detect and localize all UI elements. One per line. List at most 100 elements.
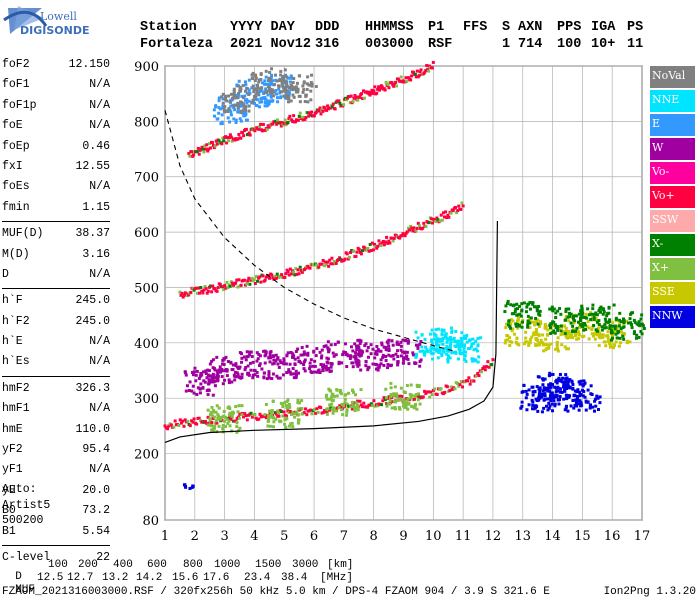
echo-point (543, 377, 547, 381)
echo-point (550, 305, 554, 309)
echo-point (347, 95, 351, 99)
echo-point (237, 132, 241, 136)
ionospheric-parameters-panel: foF2 12.150 foF1 N/A foF1p N/A foE N/A foEp 0.46 f… (2, 56, 110, 569)
echo-point (239, 376, 243, 380)
echo-point (351, 388, 355, 392)
echo-point (190, 370, 194, 374)
muf-unit: [MHz] (320, 572, 354, 584)
echo-point (601, 335, 605, 339)
echo-point (594, 316, 598, 320)
echo-point (595, 394, 599, 398)
echo-point (465, 340, 469, 344)
echo-point (228, 120, 232, 124)
echo-point (524, 396, 528, 400)
echo-point (516, 326, 520, 330)
echo-point (277, 87, 281, 91)
echo-point (306, 75, 310, 79)
echo-point (360, 92, 364, 96)
echo-point (541, 378, 545, 382)
echo-point (233, 374, 237, 378)
echo-point (276, 100, 280, 104)
echo-point (332, 354, 336, 358)
echo-point (296, 398, 300, 402)
echo-point (541, 343, 545, 347)
echo-point (356, 338, 360, 342)
echo-point (409, 224, 413, 228)
echo-point (411, 353, 415, 357)
echo-point (258, 105, 262, 109)
echo-point (534, 316, 538, 320)
echo-point (512, 303, 516, 307)
echo-point (536, 322, 540, 326)
echo-point (280, 80, 284, 84)
echo-point (613, 327, 617, 331)
echo-point (323, 106, 327, 110)
echo-point (400, 395, 404, 399)
echo-point (404, 339, 408, 343)
echo-point (263, 96, 267, 100)
echo-point (294, 120, 298, 124)
echo-point (355, 362, 359, 366)
echo-point (316, 369, 320, 373)
echo-point (321, 411, 325, 415)
echo-point (389, 395, 393, 399)
echo-point (260, 367, 264, 371)
echo-point (581, 384, 585, 388)
x-tick-label: 9 (399, 529, 407, 544)
echo-point (590, 312, 594, 316)
echo-point (545, 343, 549, 347)
echo-point (330, 362, 334, 366)
echo-point (226, 116, 230, 120)
echo-point (232, 89, 236, 93)
x-tick-label: 2 (191, 529, 199, 544)
x-tick-label: 11 (455, 529, 472, 544)
echo-point (601, 312, 605, 316)
echo-point (625, 339, 629, 343)
echo-point (374, 367, 378, 371)
muf-value: 38.4 (281, 572, 308, 584)
echo-point (257, 417, 261, 421)
echo-point (210, 428, 214, 432)
echo-point (232, 104, 236, 108)
echo-point (373, 242, 377, 246)
distance-value: 1500 (255, 559, 282, 571)
echo-point (449, 326, 453, 330)
echo-point (569, 321, 573, 325)
echo-point (631, 311, 635, 315)
param-value: N/A (89, 98, 110, 112)
echo-point (278, 376, 282, 380)
echo-point (578, 382, 582, 386)
echo-point (198, 291, 202, 295)
echo-point (618, 311, 622, 315)
echo-point (598, 401, 602, 405)
echo-point (535, 330, 539, 334)
echo-point (537, 341, 541, 345)
echo-point (564, 315, 568, 319)
echo-point (445, 352, 449, 356)
echo-point (590, 392, 594, 396)
echo-point (210, 405, 214, 409)
echo-point (342, 103, 346, 107)
echo-point (201, 147, 205, 151)
echo-point (236, 410, 240, 414)
echo-point (395, 392, 399, 396)
echo-point (433, 387, 437, 391)
param-value: 95.4 (82, 443, 110, 457)
echo-point (396, 398, 400, 402)
echo-point (266, 82, 270, 86)
echo-point (197, 376, 201, 380)
echo-point (362, 96, 366, 100)
echo-point (463, 354, 467, 358)
echo-point (326, 340, 330, 344)
echo-point (379, 244, 383, 248)
echo-point (211, 393, 215, 397)
echo-point (365, 349, 369, 353)
param-label: D (2, 267, 9, 281)
echo-point (339, 408, 343, 412)
echo-point (622, 337, 626, 341)
echo-point (381, 353, 385, 357)
echo-point (617, 324, 621, 328)
param-label: yF1 (2, 463, 23, 477)
echo-point (291, 367, 295, 371)
param-row: foE N/A (2, 117, 110, 137)
